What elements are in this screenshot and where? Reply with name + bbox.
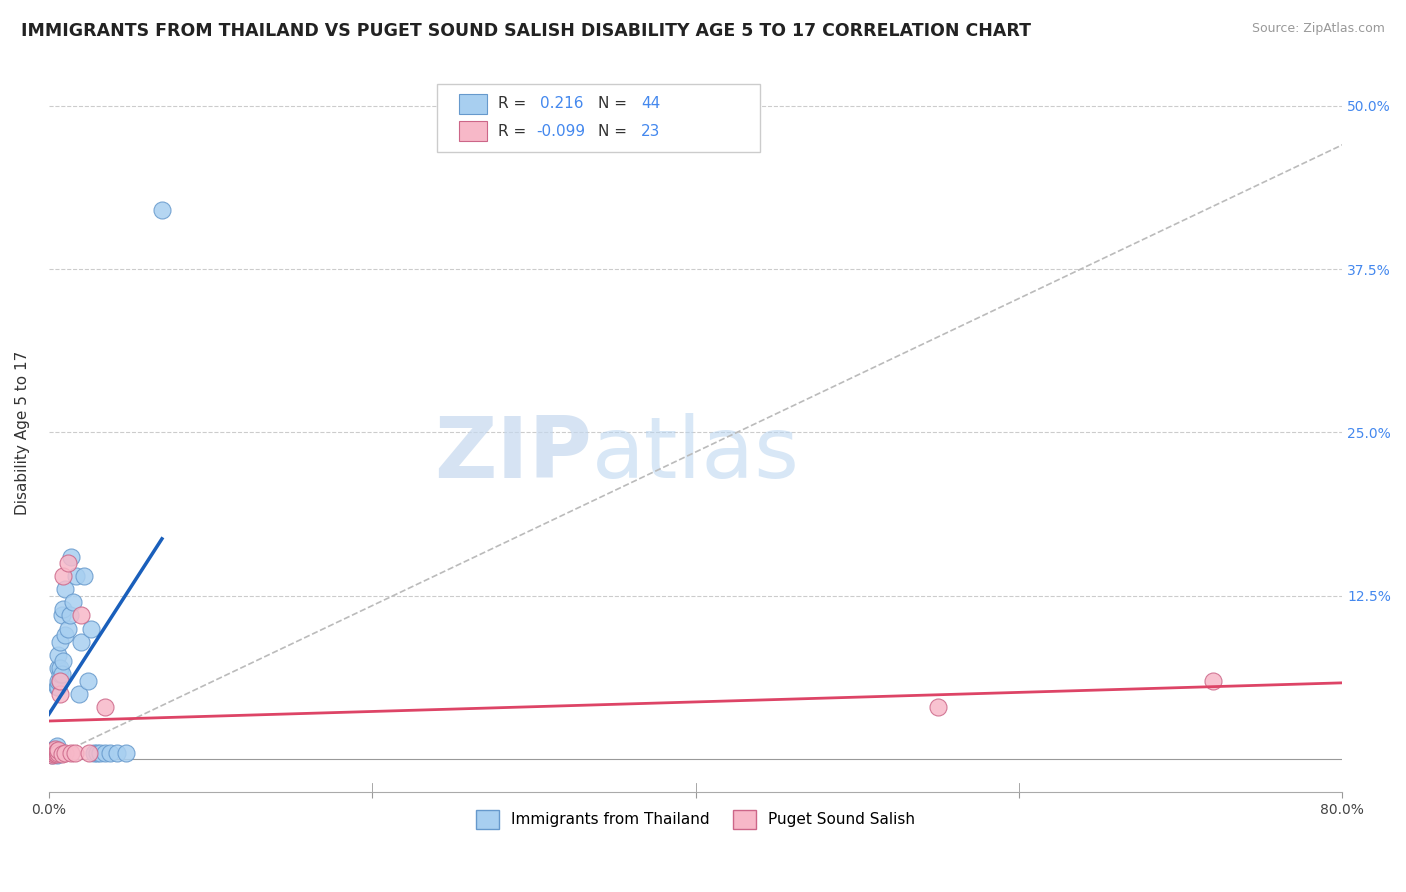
Point [86, 746, 108, 760]
Point [51, 608, 73, 623]
Point [44, 747, 66, 761]
Point [73, 569, 96, 583]
Point [49, 667, 72, 681]
Point [98, 746, 121, 760]
Point [45, 681, 67, 695]
Point [94, 746, 117, 760]
Text: atlas: atlas [592, 412, 800, 496]
Point [56, 556, 79, 570]
Point [44, 744, 66, 758]
Text: N =: N = [599, 124, 627, 139]
Point [70, 608, 93, 623]
Y-axis label: Disability Age 5 to 17: Disability Age 5 to 17 [15, 351, 30, 515]
Point [89, 746, 111, 760]
Point [77, 746, 100, 760]
Point [94, 700, 117, 714]
Point [52, 654, 75, 668]
Point [48, 673, 70, 688]
Text: 23: 23 [641, 124, 661, 139]
Text: -0.099: -0.099 [537, 124, 585, 139]
Point [48, 743, 70, 757]
Point [105, 746, 128, 760]
Point [150, 203, 173, 218]
Point [83, 746, 105, 760]
Point [49, 673, 72, 688]
Point [45, 746, 67, 760]
Point [45, 748, 67, 763]
Text: Source: ZipAtlas.com: Source: ZipAtlas.com [1251, 22, 1385, 36]
Point [53, 746, 76, 760]
Point [62, 595, 84, 609]
Legend: Immigrants from Thailand, Puget Sound Salish: Immigrants from Thailand, Puget Sound Sa… [470, 804, 921, 835]
Point [44, 746, 66, 760]
Text: N =: N = [599, 96, 627, 112]
Point [56, 622, 79, 636]
Point [42, 746, 65, 760]
Point [42, 744, 65, 758]
Point [45, 747, 67, 761]
Point [115, 746, 138, 760]
Point [76, 673, 98, 688]
FancyBboxPatch shape [458, 121, 488, 141]
Text: 44: 44 [641, 96, 661, 112]
Point [60, 549, 83, 564]
Point [41, 748, 63, 763]
FancyBboxPatch shape [458, 94, 488, 114]
Point [65, 569, 87, 583]
Text: R =: R = [498, 96, 526, 112]
Point [1202, 673, 1225, 688]
Text: 0.216: 0.216 [540, 96, 583, 112]
Text: IMMIGRANTS FROM THAILAND VS PUGET SOUND SALISH DISABILITY AGE 5 TO 17 CORRELATIO: IMMIGRANTS FROM THAILAND VS PUGET SOUND … [21, 22, 1031, 40]
Point [70, 634, 93, 648]
Point [51, 667, 73, 681]
Point [45, 739, 67, 754]
Point [45, 744, 67, 758]
Point [42, 741, 65, 756]
Point [927, 700, 949, 714]
Point [44, 741, 66, 756]
Point [63, 746, 86, 760]
Point [53, 582, 76, 597]
Point [48, 661, 70, 675]
Text: R =: R = [498, 124, 526, 139]
Point [49, 634, 72, 648]
Point [48, 648, 70, 662]
Point [45, 741, 67, 756]
Point [41, 746, 63, 760]
FancyBboxPatch shape [437, 84, 761, 152]
Point [42, 747, 65, 761]
Point [49, 687, 72, 701]
Point [51, 747, 73, 761]
Point [45, 744, 67, 758]
Point [53, 628, 76, 642]
Point [60, 746, 83, 760]
Point [49, 661, 72, 675]
Point [44, 741, 66, 756]
Point [80, 622, 103, 636]
Point [52, 602, 75, 616]
Point [48, 746, 70, 760]
Point [52, 569, 75, 583]
Point [69, 687, 91, 701]
Point [59, 608, 82, 623]
Point [49, 673, 72, 688]
Point [41, 748, 63, 763]
Point [48, 681, 70, 695]
Text: ZIP: ZIP [434, 412, 592, 496]
